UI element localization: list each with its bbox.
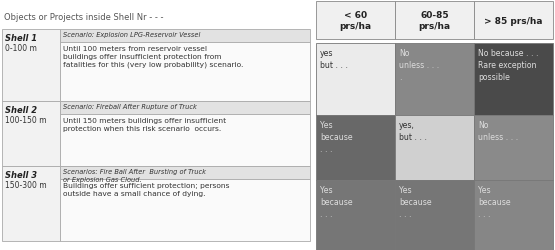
Text: Until 100 meters from reservoir vessel
buildings offer insufficient protection f: Until 100 meters from reservoir vessel b…	[63, 46, 244, 68]
Bar	[316, 116, 395, 180]
Bar	[316, 2, 395, 40]
Bar	[2, 30, 60, 102]
Text: Scenario: Fireball After Rupture of Truck: Scenario: Fireball After Rupture of Truc…	[63, 104, 197, 110]
Text: < 60
prs/ha: < 60 prs/ha	[340, 11, 371, 31]
Text: Shell 3: Shell 3	[5, 170, 37, 179]
Text: Shell 2: Shell 2	[5, 106, 37, 114]
Text: Scenario: Explosion LPG-Reservoir Vessel: Scenario: Explosion LPG-Reservoir Vessel	[63, 32, 200, 38]
Text: No because . . .
Rare exception
possible: No because . . . Rare exception possible	[478, 49, 538, 82]
Bar	[316, 44, 395, 116]
Bar	[2, 166, 60, 241]
Text: 100-150 m: 100-150 m	[5, 116, 47, 124]
Bar	[60, 179, 310, 241]
Text: Yes
because
. . .: Yes because . . .	[320, 120, 352, 154]
Bar	[60, 102, 310, 114]
Bar	[60, 166, 310, 179]
Bar	[60, 114, 310, 166]
Text: Objects or Projects inside Shell Nr - - -: Objects or Projects inside Shell Nr - - …	[4, 14, 164, 22]
Text: No
unless . . .: No unless . . .	[478, 120, 518, 142]
Bar	[474, 2, 553, 40]
Bar	[60, 43, 310, 102]
Text: 0-100 m: 0-100 m	[5, 44, 37, 53]
Text: 60-85
prs/ha: 60-85 prs/ha	[418, 11, 451, 31]
Bar	[395, 180, 474, 250]
Text: Buildings offer sufficient protection; persons
outside have a small chance of dy: Buildings offer sufficient protection; p…	[63, 182, 230, 196]
Text: yes,
but . . .: yes, but . . .	[399, 120, 427, 142]
Text: > 85 prs/ha: > 85 prs/ha	[485, 16, 543, 26]
Bar	[395, 2, 474, 40]
Text: Until 150 meters buildings offer insufficient
protection when this risk scenario: Until 150 meters buildings offer insuffi…	[63, 118, 226, 132]
Bar	[60, 30, 310, 43]
Bar	[474, 180, 553, 250]
Bar	[474, 116, 553, 180]
Text: Shell 1: Shell 1	[5, 34, 37, 43]
Text: Yes
because
. . .: Yes because . . .	[320, 185, 352, 218]
Bar	[395, 44, 474, 116]
Text: Scenarios: Fire Ball After  Bursting of Truck
or Explosion Gas Cloud.: Scenarios: Fire Ball After Bursting of T…	[63, 168, 206, 182]
Text: Yes
because
. . .: Yes because . . .	[399, 185, 432, 218]
Bar	[474, 44, 553, 116]
Bar	[395, 116, 474, 180]
Text: yes
but . . .: yes but . . .	[320, 49, 348, 70]
Text: Yes
because
. . .: Yes because . . .	[478, 185, 511, 218]
Text: No
unless . . .
.: No unless . . . .	[399, 49, 439, 82]
Bar	[316, 180, 395, 250]
Text: 150-300 m: 150-300 m	[5, 180, 47, 189]
Bar	[2, 102, 60, 166]
